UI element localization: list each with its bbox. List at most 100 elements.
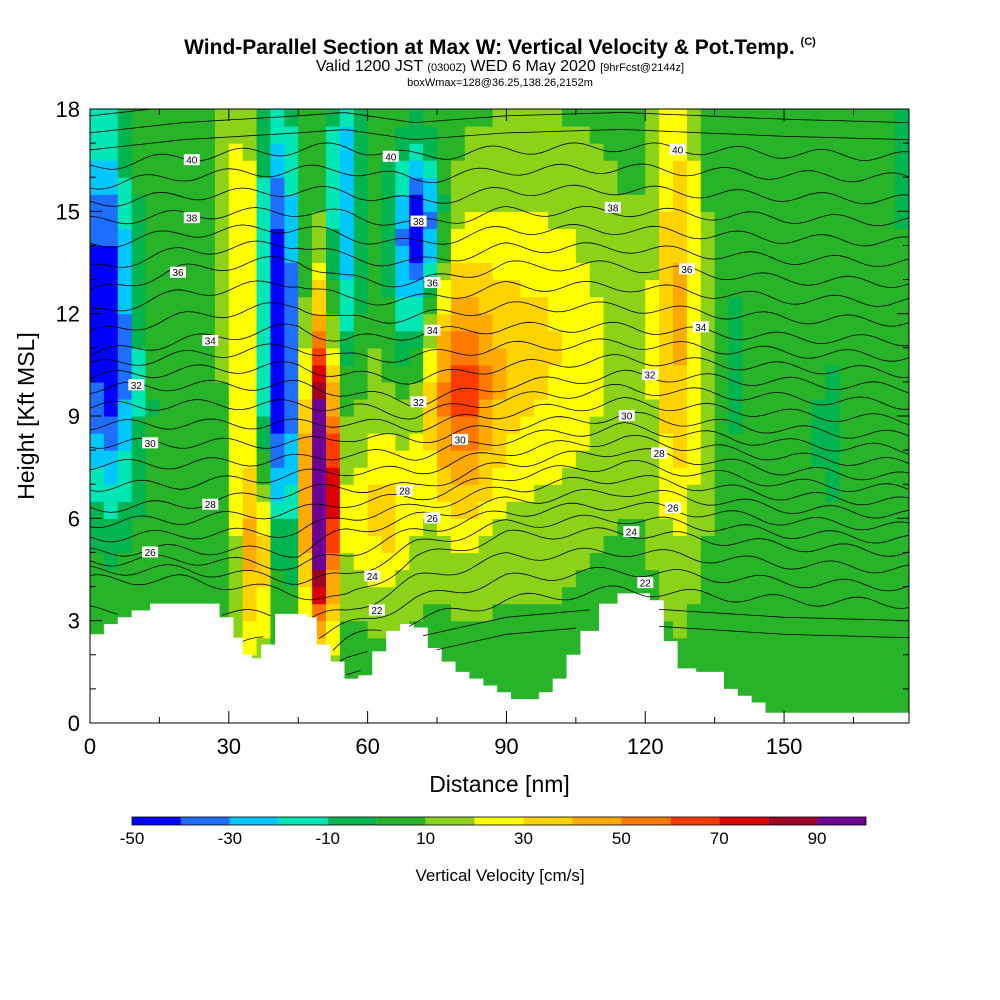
- velocity-cell: [145, 160, 161, 178]
- velocity-cell: [659, 433, 674, 451]
- velocity-cell: [367, 330, 383, 349]
- velocity-cell: [548, 262, 563, 281]
- velocity-cell: [339, 398, 355, 417]
- velocity-cell: [797, 126, 813, 144]
- theta-isoline-minor: [90, 280, 909, 312]
- velocity-cell: [561, 364, 577, 383]
- velocity-cell: [673, 160, 688, 178]
- velocity-cell: [575, 330, 591, 349]
- velocity-cell: [339, 637, 355, 656]
- velocity-cell: [367, 620, 383, 639]
- velocity-cell: [756, 109, 771, 127]
- velocity-cell: [201, 194, 216, 212]
- velocity-cell: [437, 535, 452, 554]
- velocity-cell: [714, 126, 730, 144]
- velocity-cell: [756, 211, 771, 229]
- velocity-cell: [450, 569, 466, 588]
- velocity-cell: [492, 586, 508, 605]
- velocity-cell: [298, 313, 313, 332]
- velocity-cell: [187, 552, 202, 571]
- velocity-cell: [478, 160, 494, 178]
- velocity-cell: [242, 279, 258, 298]
- velocity-cell: [770, 262, 785, 281]
- velocity-cell: [797, 450, 813, 468]
- velocity-cell: [117, 330, 133, 349]
- velocity-cell: [534, 433, 549, 451]
- contour-label-bg: [410, 396, 427, 408]
- velocity-cell: [381, 109, 396, 127]
- velocity-cell: [895, 296, 909, 315]
- y-tick-label: 12: [56, 302, 80, 327]
- velocity-cell: [228, 296, 244, 315]
- velocity-cell: [589, 313, 605, 332]
- y-tick-label: 15: [56, 199, 80, 224]
- velocity-cell: [201, 450, 216, 468]
- velocity-cell: [159, 501, 174, 519]
- contour-label-bg: [623, 525, 640, 537]
- velocity-cell: [728, 450, 744, 468]
- velocity-cell: [686, 347, 702, 366]
- velocity-cell: [839, 637, 855, 656]
- velocity-cell: [756, 552, 771, 571]
- velocity-cell: [478, 433, 494, 451]
- velocity-cell: [561, 586, 577, 605]
- velocity-cell: [520, 654, 535, 673]
- velocity-cell: [228, 262, 244, 281]
- velocity-cell: [256, 279, 272, 298]
- velocity-cell: [575, 194, 591, 212]
- velocity-cell: [895, 416, 909, 434]
- colorbar-swatch: [817, 817, 866, 825]
- velocity-cell: [159, 467, 174, 485]
- velocity-cell: [464, 228, 480, 247]
- velocity-cell: [492, 603, 508, 622]
- velocity-cell: [381, 177, 396, 195]
- velocity-cell: [339, 347, 355, 366]
- theta-isoline: [90, 142, 909, 170]
- chart-title: Wind-Parallel Section at Max W: Vertical…: [184, 36, 816, 59]
- velocity-cell: [714, 194, 730, 212]
- velocity-cell: [437, 484, 452, 502]
- velocity-cell: [256, 552, 272, 571]
- contour-label-text: 26: [145, 548, 157, 559]
- velocity-cell: [464, 398, 480, 417]
- velocity-cell: [450, 518, 466, 536]
- velocity-cell: [201, 398, 216, 417]
- velocity-cell: [631, 279, 646, 298]
- velocity-cell: [353, 501, 369, 519]
- velocity-cell: [770, 279, 785, 298]
- velocity-cell: [561, 518, 577, 536]
- velocity-cell: [575, 552, 591, 571]
- contour-label-bg: [183, 212, 200, 224]
- velocity-cell: [381, 160, 396, 178]
- velocity-cell: [214, 160, 230, 178]
- velocity-cell: [214, 143, 230, 161]
- velocity-cell: [312, 262, 327, 281]
- velocity-cell: [811, 416, 827, 434]
- velocity-cell: [464, 586, 480, 605]
- velocity-cell: [742, 620, 757, 639]
- velocity-cell: [214, 484, 230, 502]
- velocity-cell: [187, 330, 202, 349]
- y-tick-label: 6: [68, 506, 80, 531]
- velocity-cell: [659, 467, 674, 485]
- velocity-cell: [478, 416, 494, 434]
- velocity-cell: [825, 194, 841, 212]
- velocity-cell: [506, 620, 521, 639]
- velocity-cell: [895, 535, 909, 554]
- velocity-cell: [117, 211, 133, 229]
- velocity-cell: [686, 637, 702, 656]
- velocity-cell: [409, 279, 424, 298]
- velocity-cell: [270, 467, 285, 485]
- colorbar-swatch: [621, 817, 671, 825]
- velocity-cell: [742, 330, 757, 349]
- velocity-cell: [159, 279, 174, 298]
- velocity-cell: [367, 535, 383, 554]
- velocity-cell: [797, 398, 813, 417]
- velocity-cell: [131, 484, 147, 502]
- velocity-cell: [645, 484, 660, 502]
- velocity-cell: [201, 279, 216, 298]
- colorbar-tick-label: -10: [315, 829, 340, 848]
- velocity-cell: [90, 160, 105, 178]
- velocity-cell: [784, 126, 799, 144]
- velocity-cell: [534, 501, 549, 519]
